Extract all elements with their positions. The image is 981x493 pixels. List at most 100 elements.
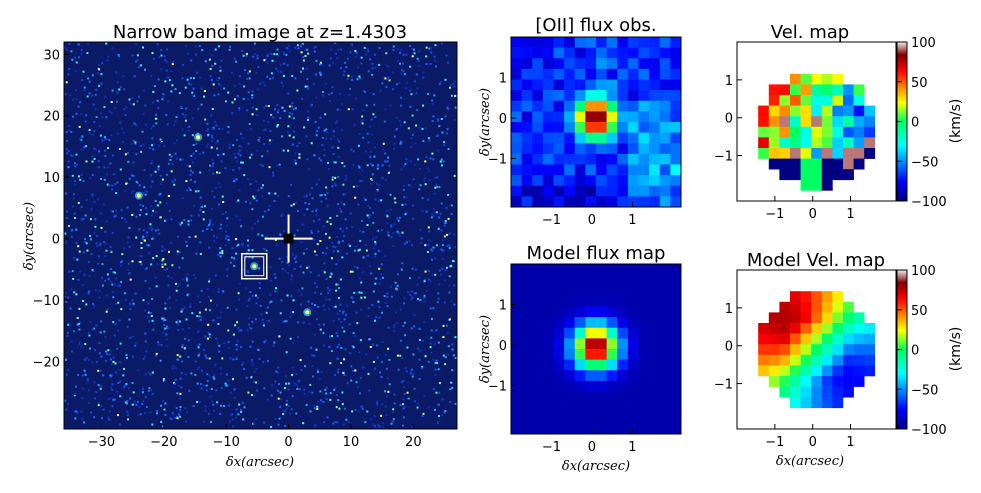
noise-pixel xyxy=(301,97,304,100)
noise-pixel xyxy=(193,95,196,97)
noise-pixel xyxy=(386,160,389,163)
noise-pixel xyxy=(277,366,280,369)
noise-pixel xyxy=(342,73,345,76)
model-vel-map-xlabel: δx(arcsec) xyxy=(776,454,844,469)
noise-pixel xyxy=(366,164,369,167)
noise-pixel xyxy=(221,291,224,294)
noise-pixel xyxy=(392,419,395,422)
noise-pixel xyxy=(268,143,271,145)
noise-pixel xyxy=(137,95,140,98)
model-velocity-pixel xyxy=(832,312,844,324)
noise-pixel xyxy=(196,315,199,318)
noise-pixel xyxy=(270,113,273,116)
noise-pixel xyxy=(377,163,380,166)
model-velocity-pixel xyxy=(811,323,823,334)
velocity-pixel xyxy=(800,126,812,138)
noise-pixel xyxy=(453,174,456,177)
noise-pixel xyxy=(339,227,342,230)
model-flux-pixel xyxy=(574,370,586,382)
noise-pixel xyxy=(429,157,432,160)
noise-pixel xyxy=(426,251,429,253)
noise-pixel xyxy=(208,222,211,225)
velocity-pixel xyxy=(853,84,865,96)
flux-pixel xyxy=(659,196,671,208)
noise-pixel xyxy=(135,60,138,63)
noise-pixel xyxy=(178,320,181,323)
model-flux-pixel xyxy=(670,274,682,286)
noise-pixel xyxy=(331,176,334,179)
noise-pixel xyxy=(419,241,422,244)
noise-pixel xyxy=(233,265,236,267)
noise-pixel xyxy=(445,54,448,57)
model-velocity-pixel xyxy=(800,333,812,345)
noise-pixel xyxy=(362,109,365,112)
noise-pixel xyxy=(379,273,382,276)
noise-pixel xyxy=(246,269,249,272)
noise-pixel xyxy=(250,358,253,361)
noise-pixel xyxy=(161,249,164,252)
model-flux-pixel xyxy=(627,317,639,329)
noise-pixel xyxy=(317,371,320,374)
flux-pixel xyxy=(606,47,618,59)
noise-pixel xyxy=(142,112,145,115)
noise-pixel xyxy=(307,300,310,303)
noise-pixel xyxy=(84,343,87,345)
noise-pixel xyxy=(107,416,110,419)
noise-pixel xyxy=(448,247,451,250)
noise-pixel xyxy=(373,103,376,106)
noise-pixel xyxy=(132,304,135,307)
noise-pixel xyxy=(364,150,367,153)
noise-pixel xyxy=(113,334,116,337)
noise-pixel xyxy=(416,283,419,286)
noise-pixel xyxy=(397,232,400,235)
noise-pixel xyxy=(213,94,216,97)
flux-pixel xyxy=(627,196,639,208)
noise-pixel xyxy=(145,207,147,210)
noise-pixel xyxy=(270,52,273,55)
noise-pixel xyxy=(441,131,444,134)
noise-pixel xyxy=(186,284,189,287)
noise-pixel xyxy=(234,156,237,159)
model-flux-pixel xyxy=(627,327,639,339)
noise-pixel xyxy=(151,159,153,162)
noise-pixel xyxy=(251,97,254,99)
noise-pixel xyxy=(216,171,218,174)
noise-pixel xyxy=(161,266,164,268)
noise-pixel xyxy=(88,401,91,404)
noise-pixel xyxy=(85,145,88,148)
velocity-pixel xyxy=(800,137,812,149)
noise-pixel xyxy=(84,371,87,374)
noise-pixel xyxy=(95,116,98,119)
noise-pixel xyxy=(172,61,175,63)
noise-pixel xyxy=(430,329,433,332)
noise-pixel xyxy=(231,101,234,104)
noise-pixel xyxy=(259,287,261,290)
noise-pixel xyxy=(304,85,307,88)
noise-pixel xyxy=(143,186,146,189)
noise-pixel xyxy=(96,245,99,247)
noise-pixel xyxy=(251,360,254,363)
model-flux-pixel xyxy=(606,359,618,371)
velocity-pixel xyxy=(832,126,844,138)
noise-pixel xyxy=(257,88,260,91)
noise-pixel xyxy=(310,103,313,106)
noise-pixel xyxy=(295,383,298,386)
noise-pixel xyxy=(454,106,457,109)
noise-pixel xyxy=(300,45,303,48)
model-velocity-pixel xyxy=(790,386,801,398)
noise-pixel xyxy=(323,271,326,274)
noise-pixel xyxy=(155,285,158,288)
noise-pixel xyxy=(325,197,328,200)
model-flux-pixel xyxy=(617,349,629,360)
noise-pixel xyxy=(273,53,276,56)
noise-pixel xyxy=(130,174,133,177)
noise-pixel xyxy=(369,150,372,153)
noise-pixel xyxy=(94,108,97,111)
noise-pixel xyxy=(193,204,196,207)
model-velocity-pixel xyxy=(821,386,833,398)
noise-pixel xyxy=(225,235,228,238)
noise-pixel xyxy=(72,99,74,101)
noise-pixel xyxy=(428,278,431,281)
noise-pixel xyxy=(367,372,370,375)
noise-pixel xyxy=(219,316,222,319)
